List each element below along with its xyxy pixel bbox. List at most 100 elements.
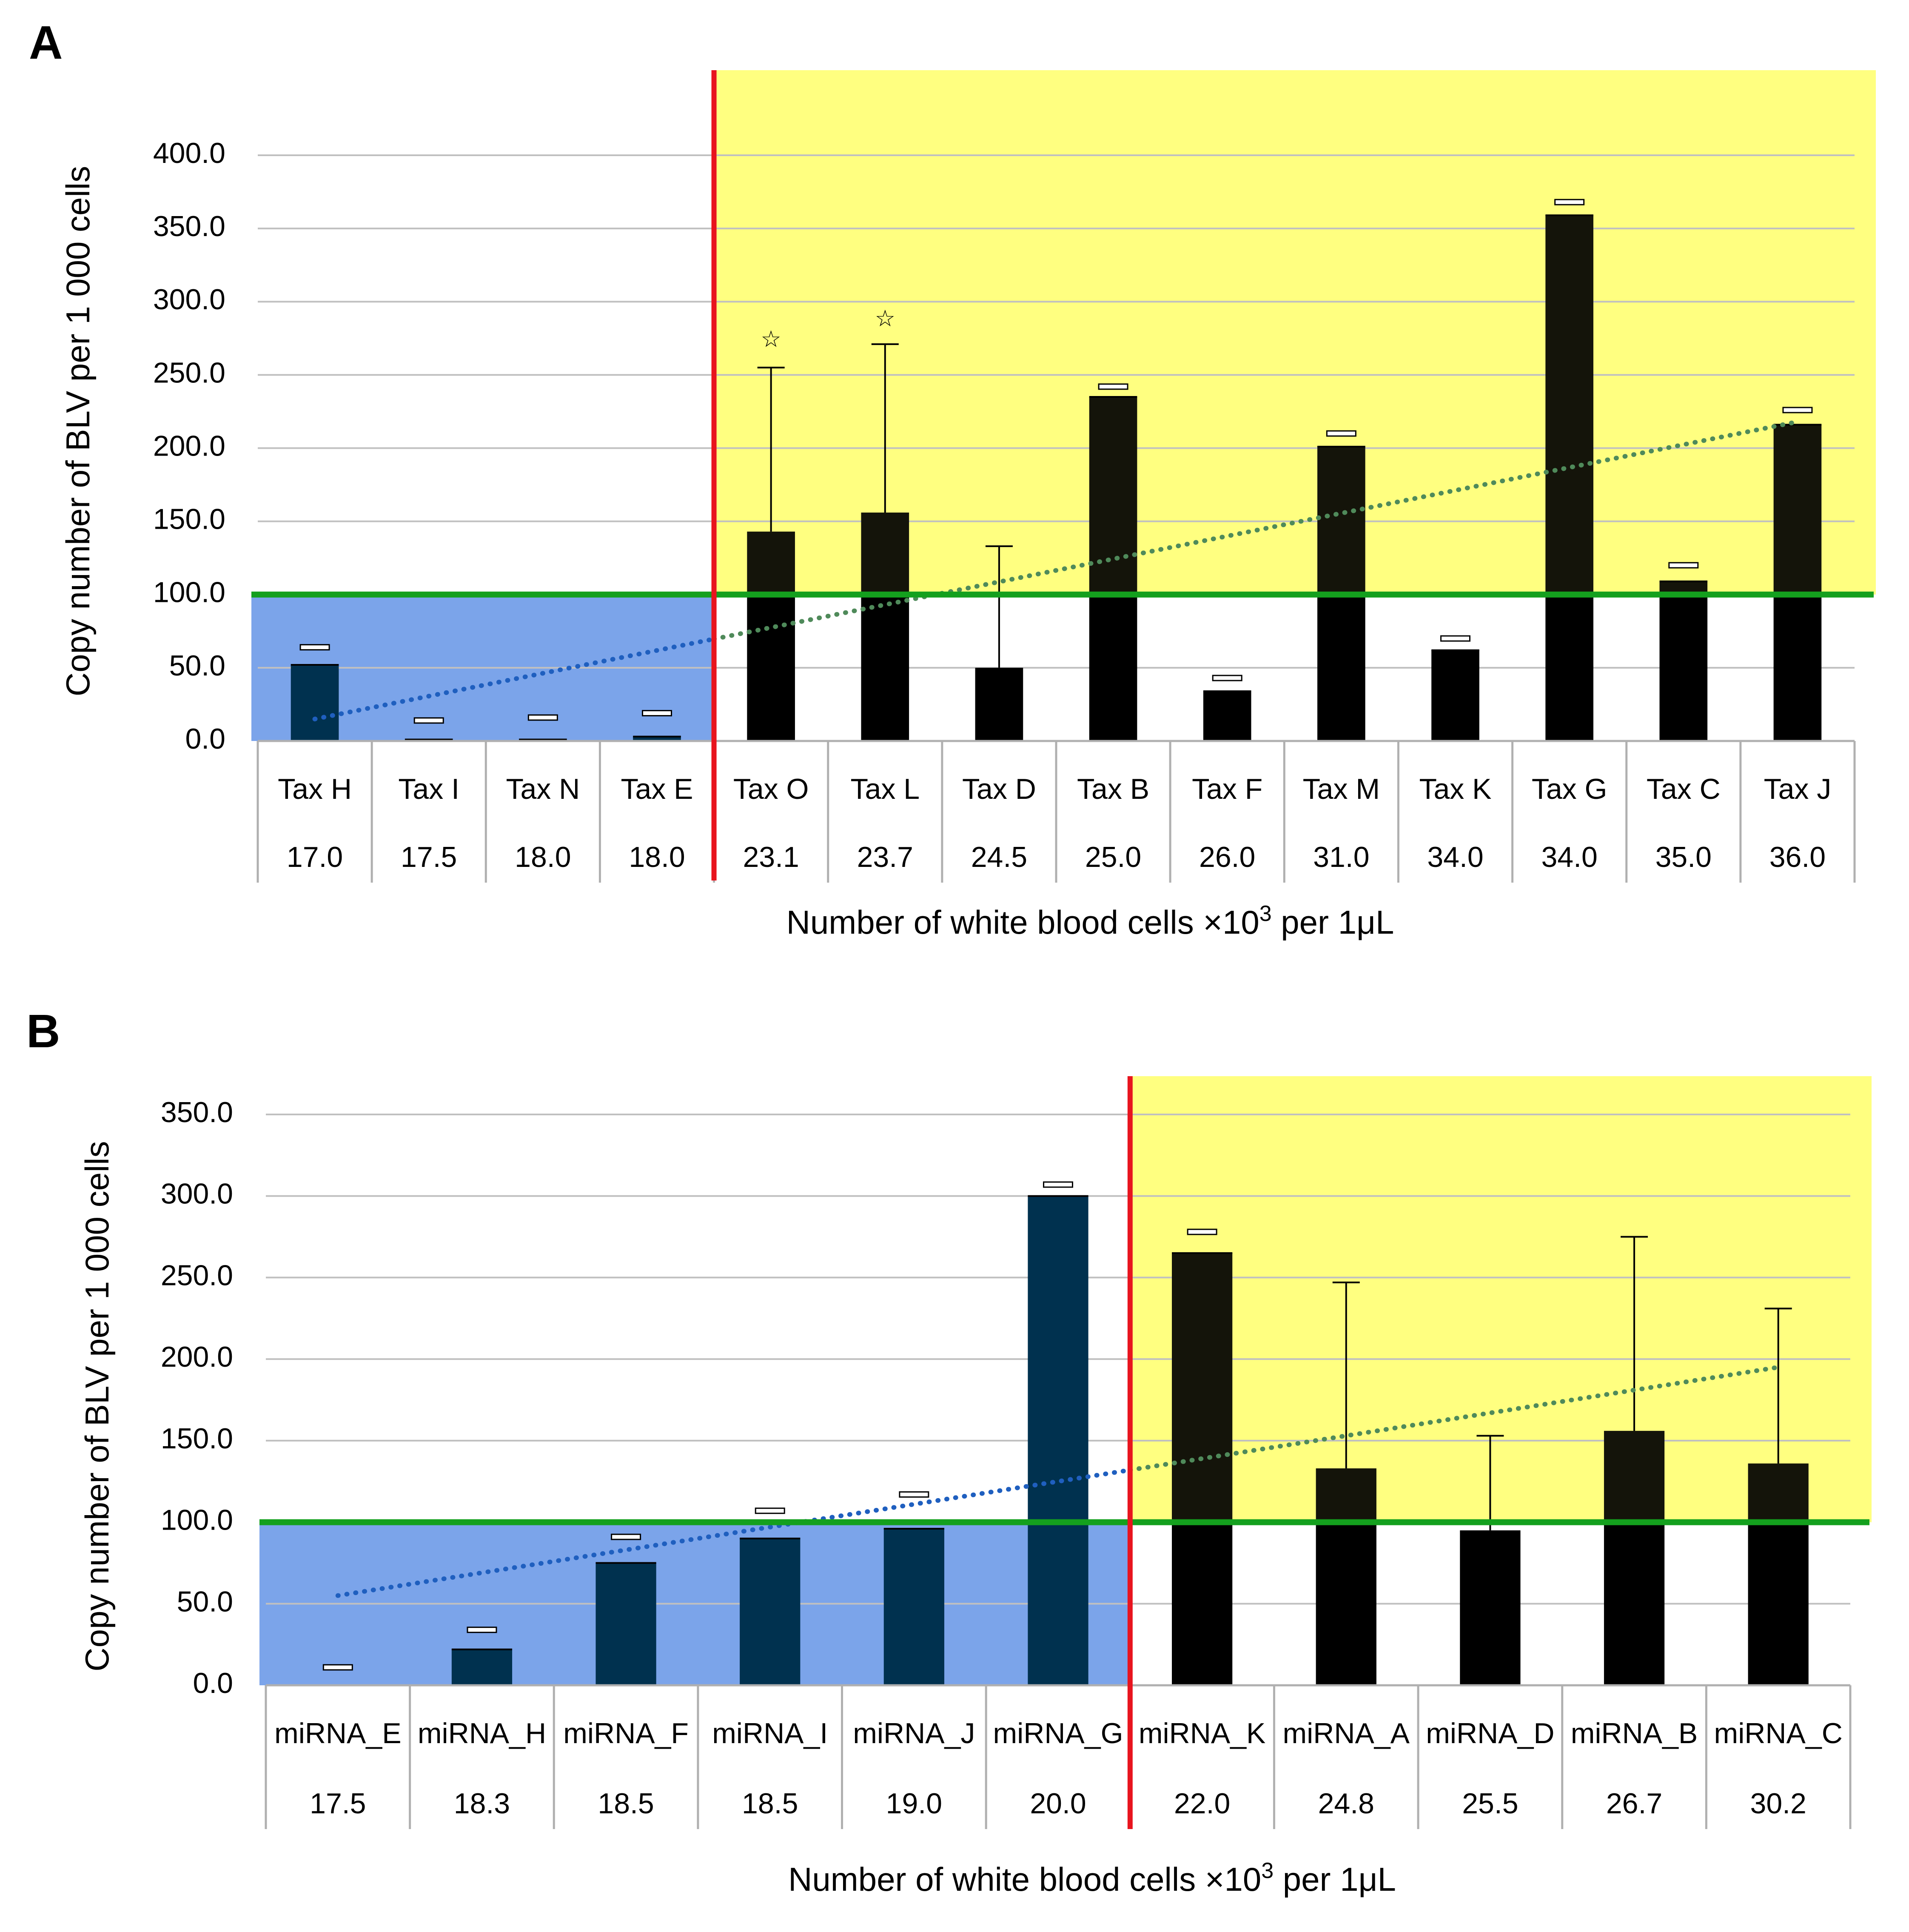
bar-upper bbox=[1748, 1463, 1809, 1522]
bar bbox=[1172, 1522, 1233, 1685]
y-tick-label: 50.0 bbox=[169, 650, 225, 682]
chart-a: 0.0 50.0 100.0 150.0 200.0 250.0 300.0 350.0 400… bbox=[59, 70, 1876, 941]
x-axis-label: Number of white blood cells ×103 per 1μL bbox=[788, 1858, 1396, 1898]
wbc-value-label: 17.0 bbox=[287, 841, 343, 873]
bar-upper bbox=[1604, 1430, 1665, 1522]
category-label: Tax I bbox=[398, 773, 459, 805]
yellow-region bbox=[714, 70, 1876, 595]
wbc-value-label: 18.3 bbox=[454, 1787, 510, 1820]
wbc-value-label: 20.0 bbox=[1030, 1787, 1086, 1820]
x-axis-label-exponent: 3 bbox=[1259, 901, 1272, 926]
category-label: Tax N bbox=[506, 773, 580, 805]
bar bbox=[975, 667, 1023, 741]
category-label: miRNA_D bbox=[1426, 1717, 1554, 1750]
category-label: Tax M bbox=[1303, 773, 1380, 805]
chart-b: 0.0 50.0 100.0 150.0 200.0 250.0 300.0 350.0 miR… bbox=[78, 1076, 1872, 1898]
error-cap bbox=[1187, 1228, 1217, 1235]
category-label: miRNA_C bbox=[1714, 1717, 1843, 1750]
category-label: miRNA_F bbox=[563, 1717, 689, 1750]
wbc-value-label: 25.5 bbox=[1462, 1787, 1518, 1820]
y-tick-label: 250.0 bbox=[161, 1259, 233, 1291]
wbc-value-label: 18.5 bbox=[598, 1787, 654, 1820]
error-cap bbox=[642, 710, 672, 717]
bar bbox=[1316, 1522, 1376, 1685]
wbc-value-label: 24.5 bbox=[971, 841, 1027, 873]
y-tick-label: 200.0 bbox=[161, 1341, 233, 1373]
category-label: Tax D bbox=[962, 773, 1036, 805]
error-cap bbox=[1668, 562, 1699, 569]
category-label: Tax K bbox=[1419, 773, 1491, 805]
error-cap bbox=[1212, 675, 1242, 681]
y-tick-label: 0.0 bbox=[185, 723, 225, 755]
bar bbox=[595, 1563, 656, 1685]
bar bbox=[1659, 594, 1708, 741]
bar bbox=[1089, 594, 1137, 741]
bar-upper bbox=[1545, 215, 1593, 595]
y-tick-label: 200.0 bbox=[153, 430, 225, 462]
wbc-value-label: 25.0 bbox=[1085, 841, 1141, 873]
category-label: Tax H bbox=[278, 773, 352, 805]
wbc-value-label: 26.0 bbox=[1199, 841, 1255, 873]
x-axis-label-times: ×10 bbox=[1205, 1861, 1261, 1898]
error-cap bbox=[1440, 635, 1470, 642]
bar bbox=[747, 594, 795, 741]
y-tick-label: 350.0 bbox=[161, 1096, 233, 1128]
error-cap bbox=[527, 714, 558, 721]
x-axis-label-exponent: 3 bbox=[1261, 1858, 1274, 1883]
y-tick-label: 250.0 bbox=[153, 356, 225, 389]
wbc-value-label: 23.7 bbox=[857, 841, 913, 873]
error-cap bbox=[299, 644, 330, 651]
wbc-value-label: 17.5 bbox=[310, 1787, 366, 1820]
bar-upper bbox=[1773, 425, 1822, 595]
bar-upper bbox=[747, 531, 795, 595]
category-label: Tax C bbox=[1647, 773, 1721, 805]
bar bbox=[1317, 594, 1365, 741]
x-axis-label-times: ×10 bbox=[1203, 903, 1259, 941]
category-label: Tax J bbox=[1764, 773, 1832, 805]
wbc-value-label: 17.5 bbox=[401, 841, 457, 873]
category-label: miRNA_B bbox=[1571, 1717, 1698, 1750]
y-axis-label: Copy number of BLV per 1 000 cells bbox=[78, 1141, 116, 1671]
error-cap bbox=[1554, 199, 1585, 205]
x-axis-label-unit: per 1μL bbox=[1274, 1861, 1396, 1898]
bar-upper bbox=[1172, 1253, 1233, 1522]
yellow-region bbox=[1130, 1076, 1872, 1522]
star-marker: ☆ bbox=[761, 326, 781, 352]
y-tick-label: 350.0 bbox=[153, 210, 225, 242]
bar bbox=[861, 594, 909, 741]
bar bbox=[1604, 1522, 1665, 1685]
wbc-value-label: 22.0 bbox=[1174, 1787, 1230, 1820]
bar bbox=[451, 1649, 513, 1685]
star-marker: ☆ bbox=[875, 306, 895, 331]
bar-upper bbox=[1089, 397, 1137, 595]
category-label: Tax O bbox=[733, 773, 809, 805]
wbc-value-label: 34.0 bbox=[1427, 841, 1483, 873]
bar bbox=[291, 664, 339, 741]
wbc-value-label: 18.0 bbox=[515, 841, 571, 873]
wbc-value-label: 26.7 bbox=[1606, 1787, 1662, 1820]
trendline-green bbox=[712, 419, 1800, 641]
category-label: miRNA_H bbox=[418, 1717, 546, 1750]
category-label: Tax E bbox=[621, 773, 693, 805]
y-tick-label: 0.0 bbox=[193, 1667, 233, 1699]
error-cap bbox=[1326, 430, 1356, 437]
wbc-value-label: 34.0 bbox=[1541, 841, 1597, 873]
y-tick-label: 150.0 bbox=[153, 503, 225, 536]
wbc-value-label: 18.0 bbox=[629, 841, 685, 873]
trendline-green bbox=[1128, 1365, 1781, 1473]
category-label: Tax F bbox=[1192, 773, 1262, 805]
x-axis-label-main: Number of white blood cells bbox=[788, 1861, 1205, 1898]
bar bbox=[1773, 594, 1822, 741]
x-axis-label: Number of white blood cells ×103 per 1μL bbox=[786, 901, 1394, 941]
error-cap bbox=[1098, 383, 1128, 390]
category-label: miRNA_E bbox=[274, 1717, 402, 1750]
error-cap bbox=[322, 1664, 353, 1671]
y-tick-label: 150.0 bbox=[161, 1422, 233, 1455]
y-tick-label: 300.0 bbox=[161, 1178, 233, 1210]
category-label: Tax G bbox=[1532, 773, 1607, 805]
category-label: miRNA_J bbox=[853, 1717, 975, 1750]
error-cap bbox=[1782, 407, 1813, 413]
error-cap bbox=[1043, 1181, 1073, 1188]
error-cap bbox=[413, 717, 444, 724]
